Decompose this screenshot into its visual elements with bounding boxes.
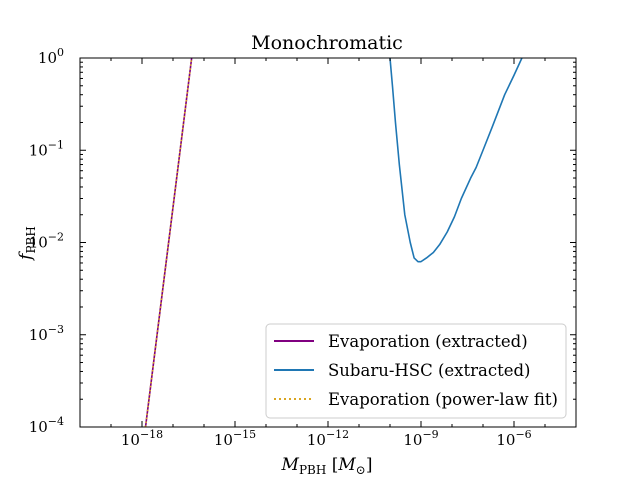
- legend-entry-subaru-hsc-extracted: Subaru-HSC (extracted): [274, 361, 530, 380]
- y-tick-label: 10−2: [29, 231, 64, 252]
- series-line-evaporation-extracted: [144, 58, 193, 427]
- x-tick-label: 10−9: [403, 428, 438, 449]
- x-tick-label: 10−6: [496, 428, 531, 449]
- legend-label-subaru-hsc-extracted: Subaru-HSC (extracted): [328, 361, 530, 380]
- legend-entry-evaporation-power-law-fit: Evaporation (power-law fit): [274, 390, 558, 409]
- x-tick-label: 10−12: [307, 428, 349, 449]
- x-tick-label: 10−18: [121, 428, 163, 449]
- legend-label-evaporation-power-law-fit: Evaporation (power-law fit): [328, 390, 558, 409]
- y-tick-label: 100: [38, 46, 64, 67]
- y-tick-label: 10−3: [29, 323, 64, 344]
- series-layer: [144, 58, 523, 427]
- plot-area: 10−18 10−15 10−12 10−9 10−6 10−4 10−3 10−2 10−1 1…: [29, 46, 577, 449]
- y-axis-label: fPBH: [16, 226, 38, 262]
- ticks-layer: 10−18 10−15 10−12 10−9 10−6 10−4 10−3 10−2 10−1 1…: [29, 46, 576, 449]
- legend-label-evaporation-extracted: Evaporation (extracted): [328, 332, 528, 351]
- y-tick-label: 10−1: [29, 138, 64, 159]
- x-axis-label: MPBH [M⊙]: [281, 455, 373, 477]
- y-tick-label: 10−4: [29, 415, 64, 436]
- legend: Evaporation (extracted) Subaru-HSC (extr…: [265, 323, 567, 419]
- legend-entry-evaporation-extracted: Evaporation (extracted): [274, 332, 528, 351]
- x-tick-label: 10−15: [214, 428, 256, 449]
- chart-title: Monochromatic: [251, 32, 403, 54]
- legend-box: [265, 323, 567, 419]
- series-line-subaru-hsc-extracted: [389, 58, 523, 263]
